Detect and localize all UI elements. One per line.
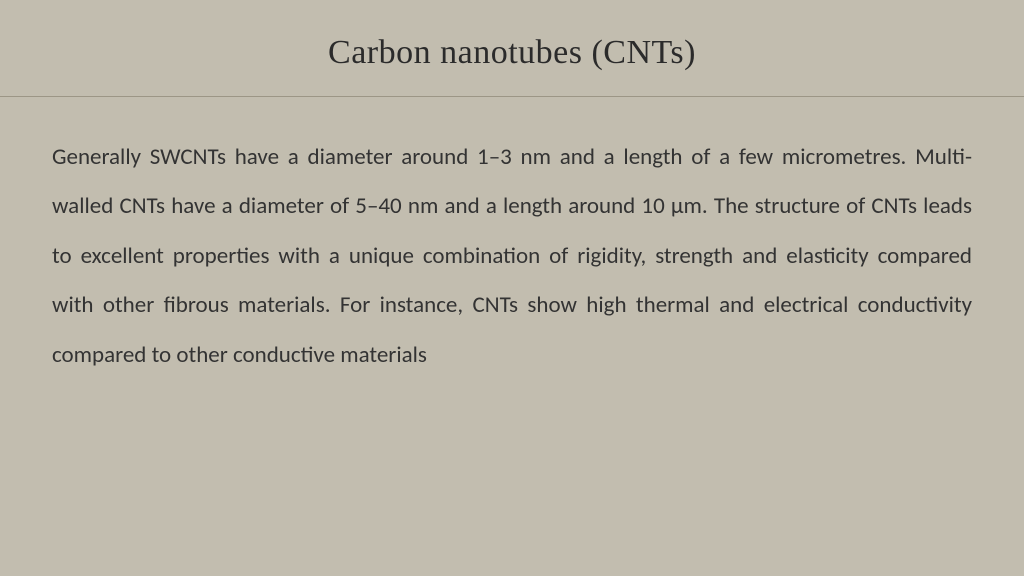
slide: Carbon nanotubes (CNTs) Generally SWCNTs… [0, 0, 1024, 576]
title-area: Carbon nanotubes (CNTs) [0, 0, 1024, 97]
slide-title: Carbon nanotubes (CNTs) [0, 34, 1024, 72]
body-area: Generally SWCNTs have a diameter around … [0, 97, 1024, 380]
body-paragraph: Generally SWCNTs have a diameter around … [52, 133, 972, 380]
